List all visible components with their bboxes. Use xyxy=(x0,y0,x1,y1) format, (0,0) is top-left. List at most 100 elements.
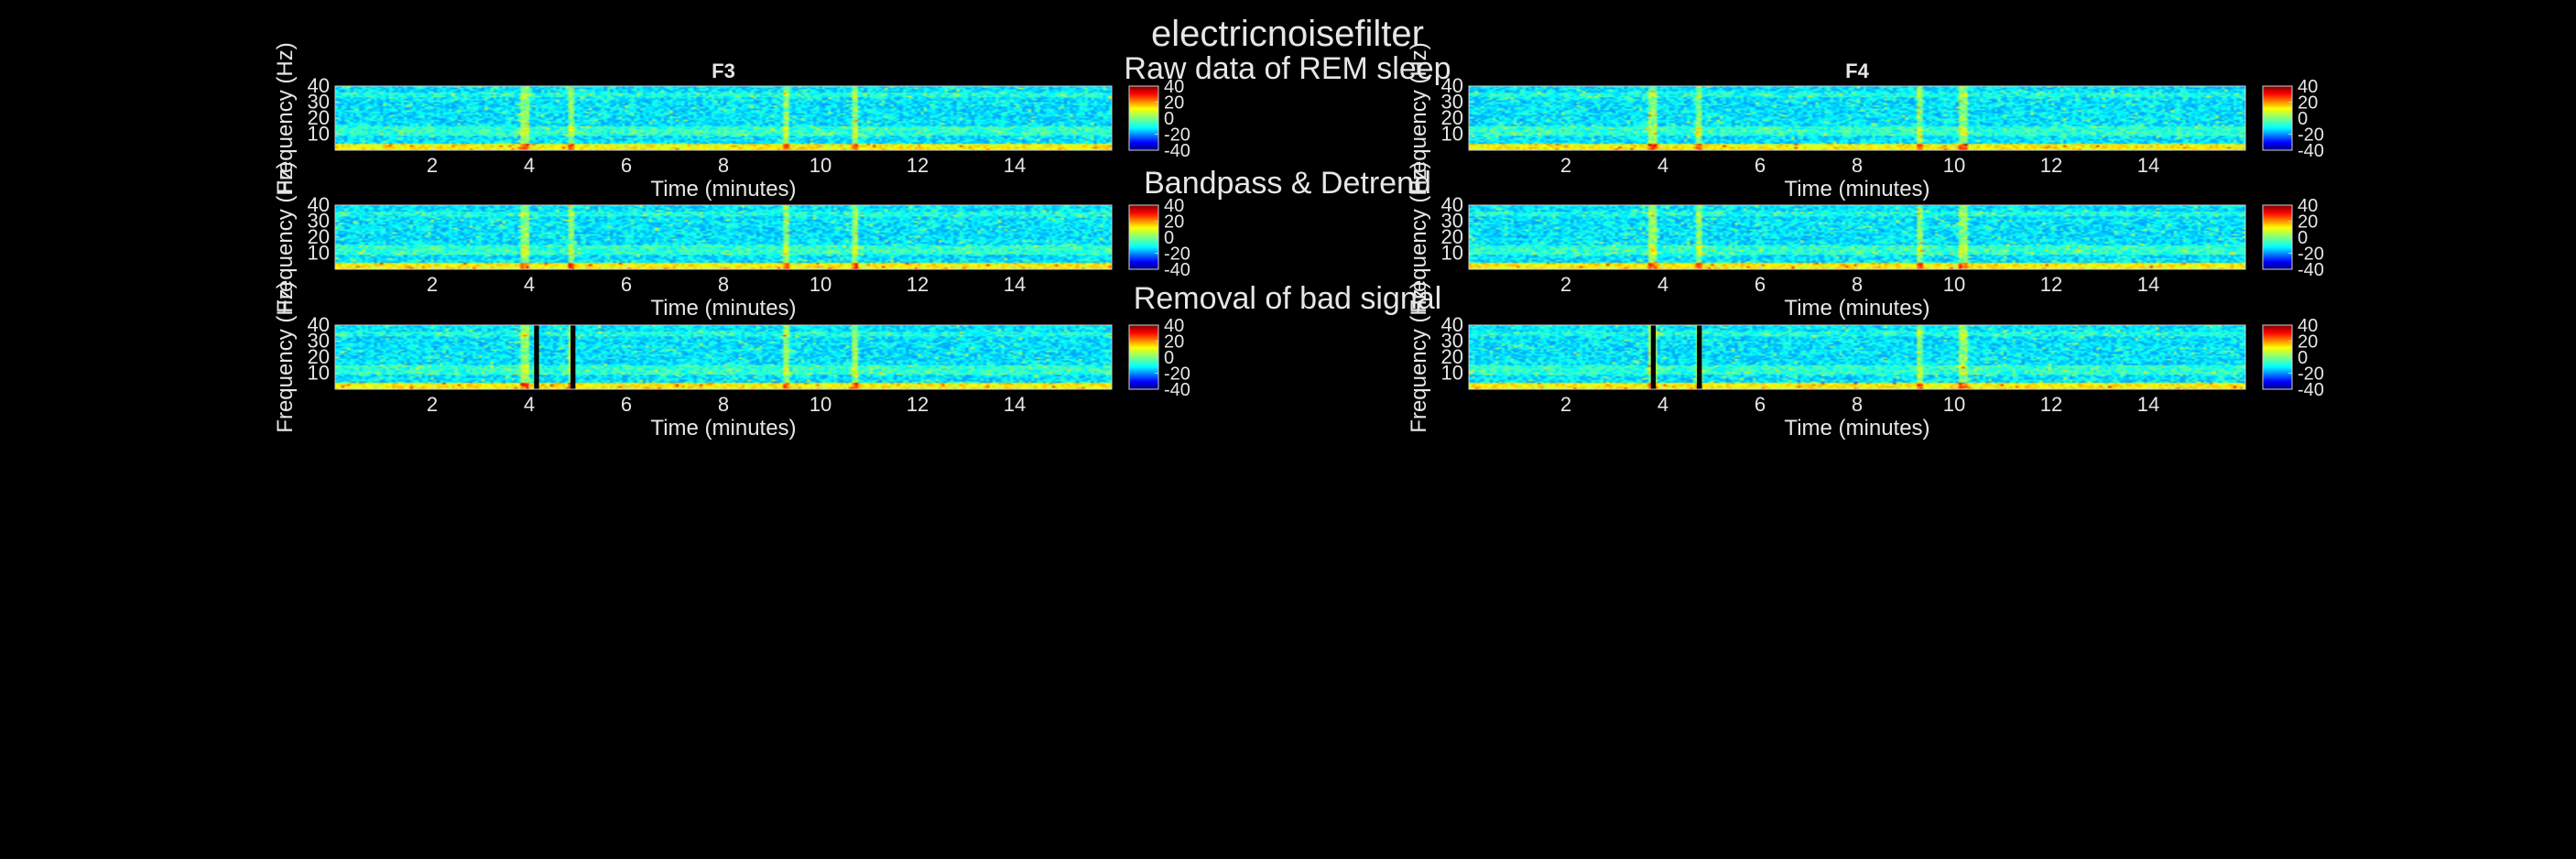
colorbar-tick-label: -40 xyxy=(1164,380,1190,400)
x-tick-label: 14 xyxy=(2137,273,2159,296)
row-title: Raw data of REM sleep xyxy=(1124,51,1451,86)
figure-title: electricnoisefilter xyxy=(1151,14,1424,54)
x-tick-label: 4 xyxy=(524,154,535,177)
y-tick-label: 10 xyxy=(1441,362,1463,385)
spectrogram-image xyxy=(335,86,1112,150)
y-tick-label: 40 xyxy=(308,74,330,97)
y-tick-label: 10 xyxy=(1441,242,1463,265)
spectrogram-image xyxy=(1469,86,2245,150)
x-tick-label: 10 xyxy=(1943,393,1965,416)
colorbar xyxy=(1128,324,1159,390)
x-tick-label: 2 xyxy=(427,273,438,296)
x-tick-label: 10 xyxy=(1943,273,1965,296)
y-tick-label: 40 xyxy=(1441,74,1463,97)
y-tick-label: 40 xyxy=(1441,193,1463,216)
x-tick-label: 14 xyxy=(2137,154,2159,177)
colorbar-tick-label: 0 xyxy=(2298,348,2308,368)
x-axis-label: Time (minutes) xyxy=(650,177,796,201)
colorbar-tick-label: -40 xyxy=(2298,260,2324,280)
x-axis-label: Time (minutes) xyxy=(1784,416,1929,440)
y-tick-label: 10 xyxy=(308,123,330,146)
colorbar xyxy=(1128,85,1159,151)
x-tick-label: 14 xyxy=(1004,154,1026,177)
y-tick-label: 10 xyxy=(1441,123,1463,146)
x-tick-label: 10 xyxy=(810,393,831,416)
removed-segment xyxy=(1650,325,1657,389)
x-axis-label: Time (minutes) xyxy=(650,296,796,321)
colorbar-tick-label: 40 xyxy=(2298,316,2318,336)
y-tick-label: 30 xyxy=(1441,91,1463,114)
removed-segment xyxy=(534,325,539,389)
y-tick-label: 10 xyxy=(308,242,330,265)
x-tick-label: 6 xyxy=(1755,154,1766,177)
x-tick-label: 2 xyxy=(427,154,438,177)
y-tick-label: 40 xyxy=(1441,313,1463,336)
row-title: Bandpass & Detrend xyxy=(1144,166,1431,201)
x-tick-label: 4 xyxy=(1658,393,1668,416)
colorbar-tick-label: 20 xyxy=(1164,332,1184,353)
x-axis-label: Time (minutes) xyxy=(650,416,796,440)
x-tick-label: 14 xyxy=(1004,393,1026,416)
y-tick-label: 20 xyxy=(308,345,330,368)
colorbar-tick-label: -20 xyxy=(1164,364,1190,385)
colorbar-tick-label: 0 xyxy=(2298,228,2308,248)
colorbar-tick-label: 40 xyxy=(1164,316,1184,336)
x-tick-label: 10 xyxy=(810,154,831,177)
y-axis-label: Frequency (Hz) xyxy=(1407,281,1431,432)
colorbar-tick-label: 40 xyxy=(1164,196,1184,216)
colorbar xyxy=(2262,204,2293,270)
x-tick-label: 4 xyxy=(1658,273,1668,296)
colorbar-tick-label: 40 xyxy=(2298,77,2318,97)
colorbar-tick-label: 40 xyxy=(1164,77,1184,97)
x-tick-label: 6 xyxy=(621,154,632,177)
spectrogram-image xyxy=(335,325,1112,389)
colorbar-tick-label: -20 xyxy=(1164,125,1190,146)
y-tick-label: 40 xyxy=(308,313,330,336)
x-tick-label: 10 xyxy=(1943,154,1965,177)
x-tick-label: 2 xyxy=(1560,393,1571,416)
column-title: F4 xyxy=(1845,60,1869,82)
y-axis-label: Frequency (Hz) xyxy=(1407,161,1431,312)
removed-segment xyxy=(571,325,576,389)
x-tick-label: 12 xyxy=(2040,154,2062,177)
y-axis-label: Frequency (Hz) xyxy=(1407,42,1431,193)
colorbar-tick-label: 0 xyxy=(1164,109,1174,129)
colorbar-tick-label: 20 xyxy=(2298,212,2318,233)
y-tick-label: 20 xyxy=(308,106,330,129)
x-tick-label: 12 xyxy=(907,273,929,296)
colorbar-tick-label: -40 xyxy=(2298,141,2324,161)
y-tick-label: 40 xyxy=(308,193,330,216)
y-tick-label: 20 xyxy=(1441,225,1463,248)
spectrogram-image xyxy=(1469,205,2245,269)
x-tick-label: 12 xyxy=(907,154,929,177)
column-title: F3 xyxy=(712,60,735,82)
y-tick-label: 10 xyxy=(308,362,330,385)
colorbar-tick-label: -20 xyxy=(2298,364,2324,385)
colorbar-tick-label: -20 xyxy=(1164,245,1190,265)
y-axis-label: Frequency (Hz) xyxy=(273,281,298,432)
x-tick-label: 8 xyxy=(718,273,729,296)
x-tick-label: 6 xyxy=(1755,273,1766,296)
removed-segment xyxy=(1697,325,1702,389)
x-tick-label: 8 xyxy=(1852,393,1863,416)
x-tick-label: 8 xyxy=(1852,154,1863,177)
colorbar-tick-label: 20 xyxy=(2298,93,2318,114)
spectrogram-image xyxy=(335,205,1112,269)
colorbar-tick-label: 0 xyxy=(1164,348,1174,368)
x-tick-label: 12 xyxy=(2040,273,2062,296)
x-tick-label: 14 xyxy=(2137,393,2159,416)
y-tick-label: 20 xyxy=(1441,345,1463,368)
colorbar-tick-label: 20 xyxy=(1164,212,1184,233)
x-tick-label: 10 xyxy=(810,273,831,296)
x-tick-label: 14 xyxy=(1004,273,1026,296)
colorbar-tick-label: -20 xyxy=(2298,245,2324,265)
x-tick-label: 4 xyxy=(524,273,535,296)
x-tick-label: 6 xyxy=(621,393,632,416)
y-tick-label: 20 xyxy=(308,225,330,248)
